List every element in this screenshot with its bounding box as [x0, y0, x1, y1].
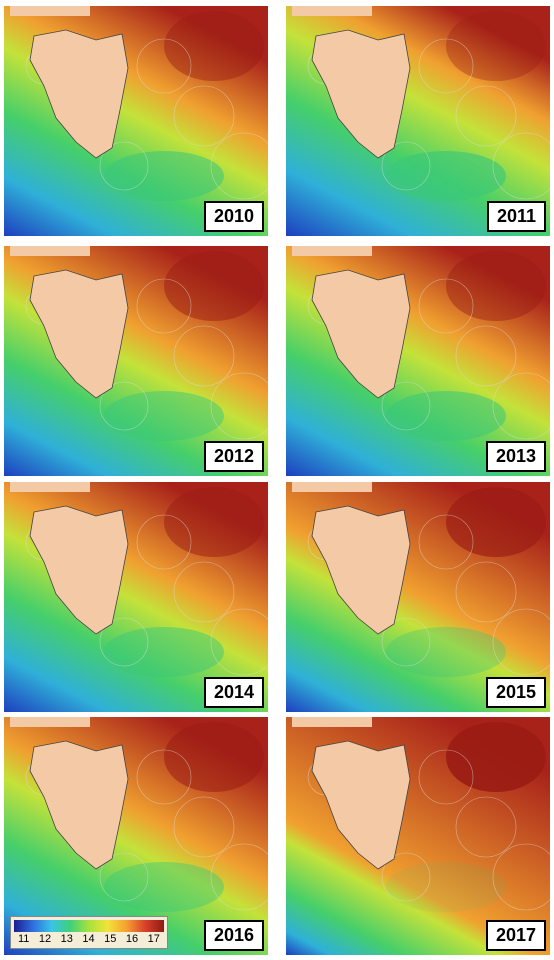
colorbar-tick: 13 [60, 933, 73, 945]
year-label: 2017 [485, 920, 546, 951]
colorbar-ticks: 11 12 13 14 15 16 17 [14, 932, 164, 945]
colorbar-tick: 17 [147, 933, 160, 945]
year-label: 2016 [203, 920, 264, 951]
year-label: 2012 [203, 441, 264, 472]
colorbar-tick: 12 [38, 933, 52, 945]
map [286, 6, 550, 236]
sst-map-panel: 2015 [286, 482, 550, 712]
colorbar-tick: 14 [82, 933, 95, 945]
map [286, 717, 550, 955]
map [4, 6, 268, 236]
colorbar-tick: 11 [18, 933, 30, 945]
colorbar-tick: 15 [104, 933, 117, 945]
sst-map-panel: 2012 [4, 246, 268, 476]
sst-map-panel: 2013 [286, 246, 550, 476]
year-label: 2015 [485, 677, 546, 708]
map [4, 482, 268, 712]
year-label: 2011 [486, 201, 546, 232]
sst-map-panel: 2014 [4, 482, 268, 712]
map [4, 717, 268, 955]
colorbar-tick: 16 [125, 933, 139, 945]
sst-map-panel: 2016 11 12 13 14 15 16 17 [4, 717, 268, 955]
year-label: 2010 [203, 201, 264, 232]
sst-map-panel: 2017 [286, 717, 550, 955]
colorbar-gradient [14, 920, 164, 932]
map [286, 246, 550, 476]
sst-map-panel: 2010 [4, 6, 268, 236]
sst-map-panel: 2011 [286, 6, 550, 236]
year-label: 2014 [203, 677, 264, 708]
colorbar: 11 12 13 14 15 16 17 [10, 916, 168, 949]
map [4, 246, 268, 476]
map [286, 482, 550, 712]
year-label: 2013 [485, 441, 546, 472]
